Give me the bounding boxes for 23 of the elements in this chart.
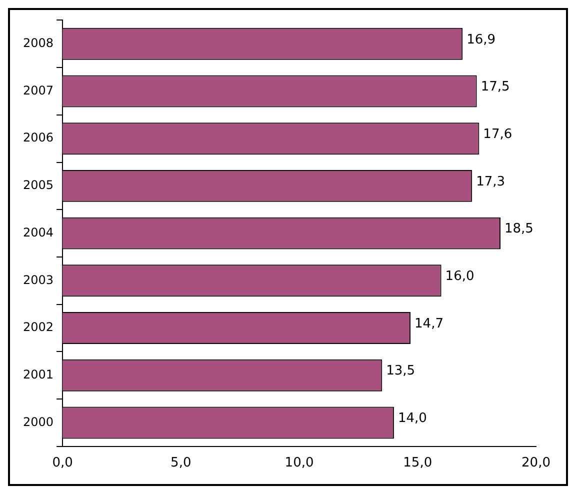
data-label: 16,0 xyxy=(445,269,474,284)
y-tick-label: 2004 xyxy=(22,225,54,240)
y-tick-label: 2001 xyxy=(22,367,54,382)
data-label: 18,5 xyxy=(504,222,534,237)
data-label: 14,0 xyxy=(398,411,427,426)
x-tick-label: 10,0 xyxy=(284,456,314,471)
y-tick-label: 2003 xyxy=(22,272,54,287)
y-tick-label: 2006 xyxy=(22,130,54,145)
data-label: 17,3 xyxy=(476,174,506,190)
data-label: 17,5 xyxy=(480,80,510,95)
y-tick-label: 2008 xyxy=(22,36,54,50)
y-tick-label: 2002 xyxy=(22,320,54,334)
data-label: 16,9 xyxy=(466,32,496,48)
y-tick-label: 2005 xyxy=(22,178,54,192)
x-tick-label: 0,0 xyxy=(52,456,73,471)
x-tick-label: 20,0 xyxy=(522,456,550,471)
data-label: 13,5 xyxy=(386,364,416,379)
data-label: 14,7 xyxy=(414,316,444,332)
x-tick-label: 5,0 xyxy=(170,456,192,471)
y-tick-label: 2000 xyxy=(22,414,54,429)
y-tick-label: 2007 xyxy=(22,83,54,98)
x-tick-label: 15,0 xyxy=(403,456,432,471)
data-label: 17,6 xyxy=(483,126,512,142)
